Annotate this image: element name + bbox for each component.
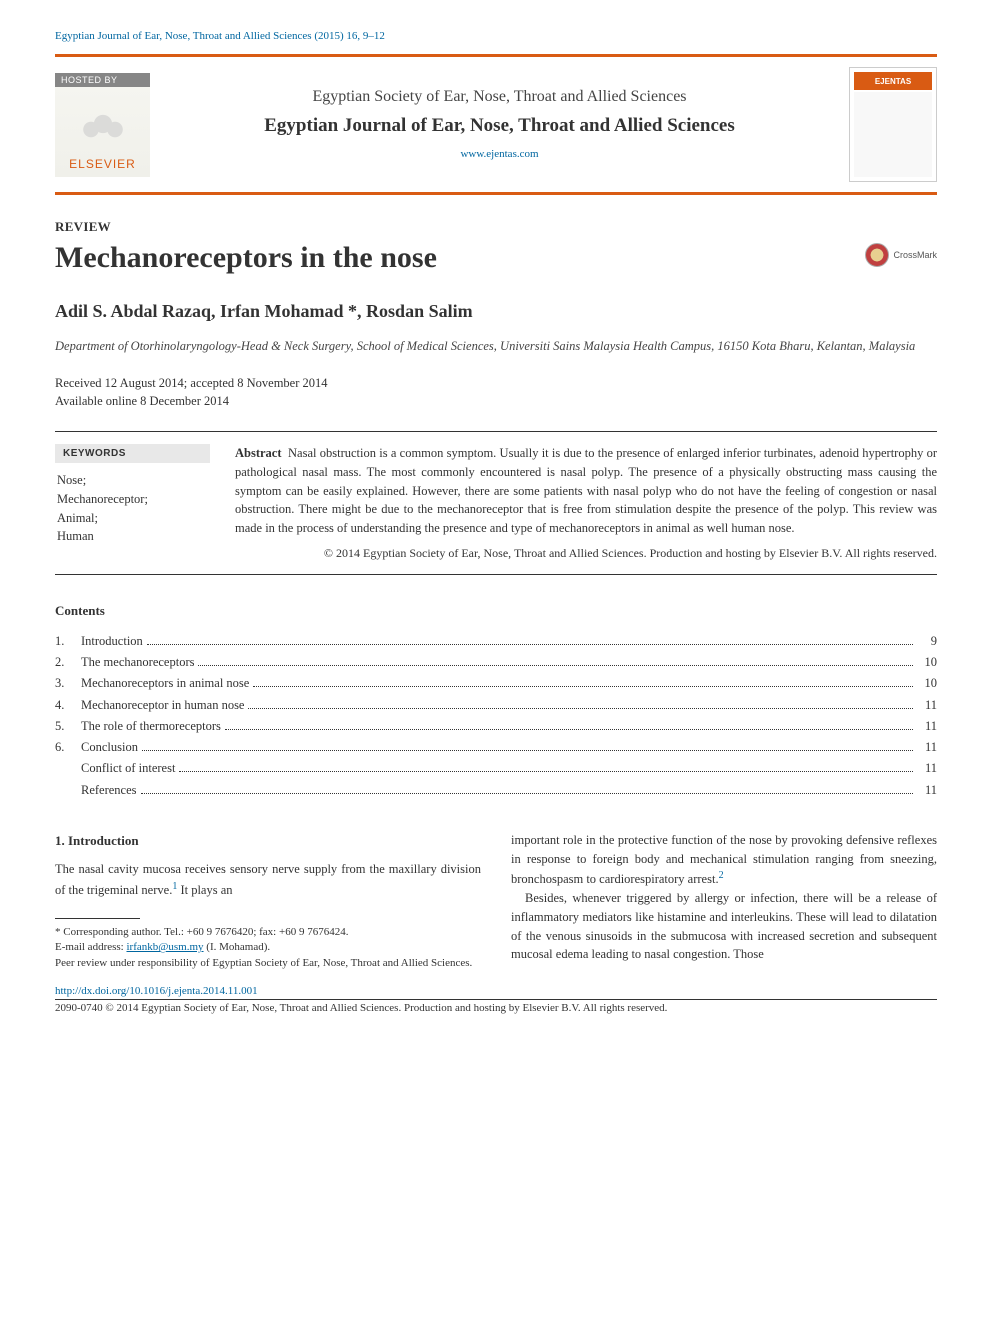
toc-dots <box>225 729 913 730</box>
title-row: Mechanoreceptors in the nose CrossMark <box>55 235 937 275</box>
col2-text: important role in the protective functio… <box>511 833 937 887</box>
crossmark-text: CrossMark <box>893 250 937 260</box>
contents-heading: Contents <box>55 603 937 619</box>
abstract-body: Nasal obstruction is a common symptom. U… <box>235 446 937 535</box>
affiliation: Department of Otorhinolaryngology-Head &… <box>55 338 937 356</box>
keywords-heading: KEYWORDS <box>55 444 210 463</box>
article-type: REVIEW <box>55 219 937 235</box>
toc-label: The mechanoreceptors <box>81 652 194 673</box>
email-label: E-mail address: <box>55 941 126 953</box>
toc-page: 10 <box>917 673 937 694</box>
reference-link[interactable]: 2 <box>719 870 724 881</box>
abstract-copyright: © 2014 Egyptian Society of Ear, Nose, Th… <box>235 544 937 562</box>
journal-url[interactable]: www.ejentas.com <box>460 148 538 160</box>
toc-row[interactable]: 1. Introduction 9 <box>55 631 937 652</box>
toc-num: 1. <box>55 631 81 652</box>
received-date: Received 12 August 2014; accepted 8 Nove… <box>55 374 937 393</box>
toc-label: Conclusion <box>81 737 138 758</box>
cover-label: EJENTAS <box>854 72 932 90</box>
toc-row[interactable]: 4. Mechanoreceptor in human nose 11 <box>55 695 937 716</box>
hosted-by-label: HOSTED BY <box>55 73 150 87</box>
footnote-separator <box>55 918 140 919</box>
email-suffix: (I. Mohamad). <box>204 941 271 953</box>
peer-review-note: Peer review under responsibility of Egyp… <box>55 956 481 971</box>
cover-body <box>854 92 932 177</box>
intro-paragraph: The nasal cavity mucosa receives sensory… <box>55 860 481 900</box>
keyword-item: Animal; <box>57 509 210 528</box>
publisher-box: HOSTED BY ELSEVIER <box>55 73 150 177</box>
toc-row[interactable]: 2. The mechanoreceptors 10 <box>55 652 937 673</box>
toc-row[interactable]: 5. The role of thermoreceptors 11 <box>55 716 937 737</box>
toc-row[interactable]: 6. Conclusion 11 <box>55 737 937 758</box>
toc-page: 11 <box>917 758 937 779</box>
toc-label: Introduction <box>81 631 143 652</box>
toc-row[interactable]: Conflict of interest 11 <box>55 758 937 779</box>
intro-text: The nasal cavity mucosa receives sensory… <box>55 862 481 897</box>
toc-num: 6. <box>55 737 81 758</box>
left-column: 1. Introduction The nasal cavity mucosa … <box>55 831 481 971</box>
crossmark-badge[interactable]: CrossMark <box>865 243 937 267</box>
body-columns: 1. Introduction The nasal cavity mucosa … <box>55 831 937 971</box>
toc-dots <box>198 665 913 666</box>
email-link[interactable]: irfankb@usm.my <box>126 941 203 953</box>
toc-dots <box>147 644 913 645</box>
keywords-list: Nose; Mechanoreceptor; Animal; Human <box>55 471 210 546</box>
citation-line: Egyptian Journal of Ear, Nose, Throat an… <box>55 30 937 42</box>
toc-dots <box>142 750 913 751</box>
intro-heading: 1. Introduction <box>55 831 481 851</box>
toc-dots <box>253 686 913 687</box>
toc-page: 11 <box>917 716 937 737</box>
toc-num: 5. <box>55 716 81 737</box>
corresponding-author: * Corresponding author. Tel.: +60 9 7676… <box>55 925 481 940</box>
toc-dots <box>141 793 913 794</box>
abstract-text: Abstract Nasal obstruction is a common s… <box>235 444 937 562</box>
table-of-contents: 1. Introduction 9 2. The mechanoreceptor… <box>55 631 937 801</box>
journal-header: HOSTED BY ELSEVIER Egyptian Society of E… <box>55 54 937 195</box>
article-title: Mechanoreceptors in the nose <box>55 241 437 275</box>
journal-name: Egyptian Journal of Ear, Nose, Throat an… <box>165 114 834 139</box>
available-date: Available online 8 December 2014 <box>55 392 937 411</box>
toc-label: Mechanoreceptors in animal nose <box>81 673 249 694</box>
toc-page: 11 <box>917 780 937 801</box>
col2-paragraph-2: Besides, whenever triggered by allergy o… <box>511 889 937 964</box>
toc-page: 9 <box>917 631 937 652</box>
article-dates: Received 12 August 2014; accepted 8 Nove… <box>55 374 937 412</box>
authors-text: Adil S. Abdal Razaq, Irfan Mohamad *, Ro… <box>55 301 473 321</box>
elsevier-tree-icon <box>73 102 133 157</box>
doi-link[interactable]: http://dx.doi.org/10.1016/j.ejenta.2014.… <box>55 985 937 997</box>
intro-text-tail: It plays an <box>177 883 232 897</box>
keywords-column: KEYWORDS Nose; Mechanoreceptor; Animal; … <box>55 444 210 562</box>
toc-dots <box>179 771 913 772</box>
keyword-item: Mechanoreceptor; <box>57 490 210 509</box>
toc-page: 10 <box>917 652 937 673</box>
crossmark-icon <box>865 243 889 267</box>
toc-row[interactable]: References 11 <box>55 780 937 801</box>
toc-dots <box>248 708 913 709</box>
elsevier-logo: ELSEVIER <box>55 87 150 177</box>
toc-row[interactable]: 3. Mechanoreceptors in animal nose 10 <box>55 673 937 694</box>
authors: Adil S. Abdal Razaq, Irfan Mohamad *, Ro… <box>55 301 937 322</box>
header-center: Egyptian Society of Ear, Nose, Throat an… <box>165 88 834 162</box>
society-name: Egyptian Society of Ear, Nose, Throat an… <box>165 88 834 106</box>
toc-num: 4. <box>55 695 81 716</box>
keyword-item: Human <box>57 527 210 546</box>
journal-cover-thumbnail: EJENTAS <box>849 67 937 182</box>
toc-page: 11 <box>917 695 937 716</box>
elsevier-text: ELSEVIER <box>69 157 136 171</box>
abstract-label: Abstract <box>235 446 282 460</box>
toc-page: 11 <box>917 737 937 758</box>
toc-num: 2. <box>55 652 81 673</box>
right-column: important role in the protective functio… <box>511 831 937 971</box>
toc-label: The role of thermoreceptors <box>81 716 221 737</box>
email-line: E-mail address: irfankb@usm.my (I. Moham… <box>55 940 481 955</box>
keyword-item: Nose; <box>57 471 210 490</box>
toc-label: Mechanoreceptor in human nose <box>81 695 244 716</box>
toc-label: References <box>81 780 137 801</box>
col2-paragraph-1: important role in the protective functio… <box>511 831 937 889</box>
issn-copyright: 2090-0740 © 2014 Egyptian Society of Ear… <box>55 999 937 1014</box>
toc-num: 3. <box>55 673 81 694</box>
toc-label: Conflict of interest <box>81 758 175 779</box>
abstract-block: KEYWORDS Nose; Mechanoreceptor; Animal; … <box>55 431 937 575</box>
